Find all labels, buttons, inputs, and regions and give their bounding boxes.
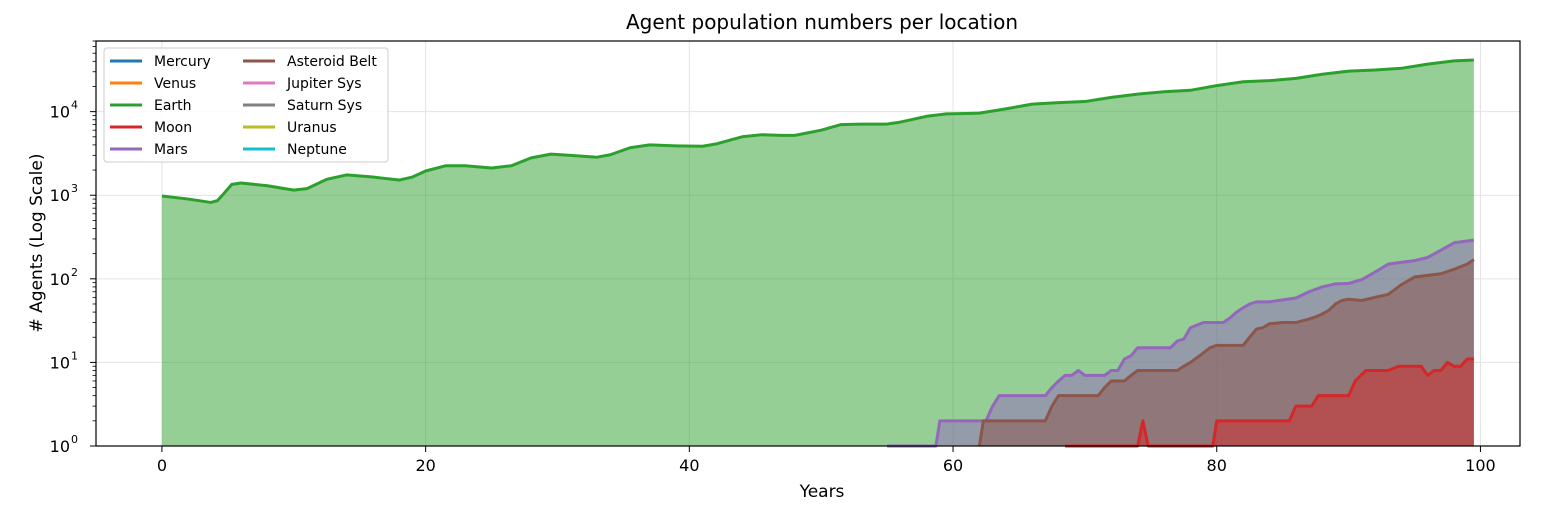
legend-label: Venus [154, 76, 196, 92]
y-axis-label: # Agents (Log Scale) [27, 154, 47, 333]
x-axis-label: Years [799, 482, 845, 502]
legend-label: Saturn Sys [287, 98, 362, 114]
legend-label: Mars [154, 142, 188, 158]
y-tick-label: 10 [50, 437, 70, 456]
y-tick-label: 10 [50, 186, 70, 205]
x-tick-label: 100 [1465, 456, 1496, 475]
y-tick-label: 10 [50, 270, 70, 289]
legend-label: Asteroid Belt [287, 54, 377, 70]
x-tick-label: 20 [415, 456, 435, 475]
legend-label: Neptune [287, 142, 347, 158]
legend-label: Earth [154, 98, 192, 114]
y-tick-exponent: 1 [71, 349, 78, 362]
y-tick-exponent: 3 [71, 182, 78, 195]
x-tick-label: 0 [157, 456, 167, 475]
plot-frame [95, 40, 1521, 447]
legend-label: Jupiter Sys [286, 76, 362, 92]
area-moon [1065, 358, 1474, 446]
line-asteroid-belt [977, 258, 1475, 447]
y-tick-label: 10 [50, 353, 70, 372]
x-tick-label: 40 [679, 456, 699, 475]
chart-title: Agent population numbers per location [626, 10, 1018, 34]
line-mars [887, 238, 1475, 448]
y-tick-label: 10 [50, 103, 70, 122]
legend: Mercury Venus Earth Moon Mars Asteroid Belt Ju… [103, 47, 389, 163]
x-tick-label: 60 [943, 456, 963, 475]
x-tick-label: 80 [1207, 456, 1227, 475]
y-tick-exponent: 0 [71, 433, 78, 446]
legend-label: Uranus [287, 120, 337, 136]
series-lines [161, 58, 1475, 448]
legend-label: Moon [154, 120, 192, 136]
y-tick-exponent: 2 [71, 266, 78, 279]
line-earth [161, 58, 1474, 204]
y-tick-exponent: 4 [71, 99, 78, 112]
legend-label: Mercury [154, 54, 211, 70]
